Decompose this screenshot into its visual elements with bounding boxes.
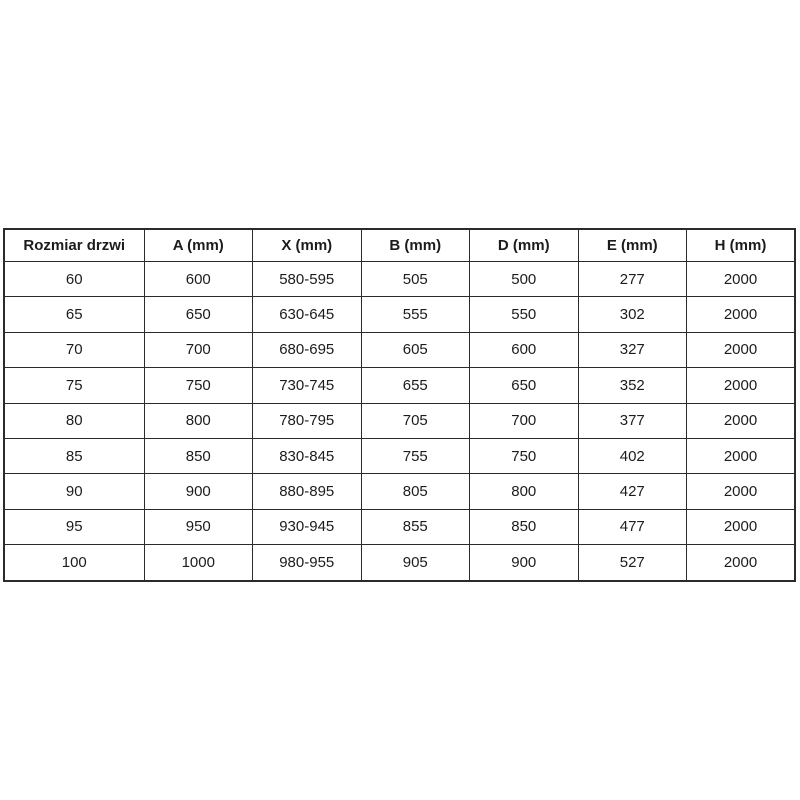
table-cell: 830-845 <box>252 437 362 475</box>
table-cell: 90 <box>3 473 145 510</box>
table-cell: 527 <box>577 544 687 582</box>
table-cell: 402 <box>577 437 687 475</box>
table-row: 80 800 780-795 705 700 377 2000 <box>3 402 796 439</box>
table-cell: 750 <box>143 367 253 404</box>
table-row: 60 600 580-595 505 500 277 2000 <box>3 260 796 298</box>
table-body: 60 600 580-595 505 500 277 2000 65 650 630-645 555… <box>3 260 796 582</box>
column-header-3: B (mm) <box>360 228 470 262</box>
table-cell: 427 <box>577 473 687 510</box>
table-cell: 2000 <box>686 473 796 510</box>
table-cell: 800 <box>469 473 579 510</box>
column-header-6: H (mm) <box>686 228 796 262</box>
table-cell: 655 <box>360 367 470 404</box>
table-cell: 277 <box>577 260 687 298</box>
table-cell: 880-895 <box>252 473 362 510</box>
table-cell: 605 <box>360 331 470 369</box>
table-cell: 80 <box>3 402 145 439</box>
table-cell: 302 <box>577 296 687 333</box>
table-cell: 600 <box>469 331 579 369</box>
table-cell: 850 <box>143 437 253 475</box>
table-cell: 900 <box>469 544 579 582</box>
table-cell: 580-595 <box>252 260 362 298</box>
table-cell: 630-645 <box>252 296 362 333</box>
table-row: 75 750 730-745 655 650 352 2000 <box>3 367 796 404</box>
table-header-row: Rozmiar drzwi A (mm) X (mm) B (mm) D (mm) E (… <box>3 228 796 262</box>
table-cell: 2000 <box>686 296 796 333</box>
table-cell: 500 <box>469 260 579 298</box>
table-cell: 950 <box>143 508 253 546</box>
table-cell: 100 <box>3 544 145 582</box>
table-cell: 550 <box>469 296 579 333</box>
table-cell: 780-795 <box>252 402 362 439</box>
column-header-2: X (mm) <box>252 228 362 262</box>
table-cell: 600 <box>143 260 253 298</box>
column-header-1: A (mm) <box>143 228 253 262</box>
table-header: Rozmiar drzwi A (mm) X (mm) B (mm) D (mm) E (… <box>3 228 796 262</box>
door-size-table: Rozmiar drzwi A (mm) X (mm) B (mm) D (mm) E (… <box>3 228 796 582</box>
table-cell: 980-955 <box>252 544 362 582</box>
table-cell: 905 <box>360 544 470 582</box>
table-row: 90 900 880-895 805 800 427 2000 <box>3 473 796 510</box>
table-cell: 930-945 <box>252 508 362 546</box>
table-cell: 70 <box>3 331 145 369</box>
table-row: 70 700 680-695 605 600 327 2000 <box>3 331 796 369</box>
table-cell: 555 <box>360 296 470 333</box>
table-cell: 700 <box>143 331 253 369</box>
table-cell: 95 <box>3 508 145 546</box>
table-cell: 2000 <box>686 367 796 404</box>
table-cell: 2000 <box>686 331 796 369</box>
table-cell: 505 <box>360 260 470 298</box>
table-cell: 755 <box>360 437 470 475</box>
column-header-4: D (mm) <box>469 228 579 262</box>
table-cell: 327 <box>577 331 687 369</box>
table-cell: 477 <box>577 508 687 546</box>
table-cell: 855 <box>360 508 470 546</box>
table-row: 65 650 630-645 555 550 302 2000 <box>3 296 796 333</box>
table-cell: 2000 <box>686 260 796 298</box>
table-cell: 2000 <box>686 508 796 546</box>
table-cell: 650 <box>469 367 579 404</box>
table-cell: 705 <box>360 402 470 439</box>
table-cell: 75 <box>3 367 145 404</box>
table-row: 100 1000 980-955 905 900 527 2000 <box>3 544 796 582</box>
table-cell: 650 <box>143 296 253 333</box>
table-cell: 700 <box>469 402 579 439</box>
table-cell: 730-745 <box>252 367 362 404</box>
table-cell: 377 <box>577 402 687 439</box>
table-cell: 2000 <box>686 437 796 475</box>
table-cell: 805 <box>360 473 470 510</box>
table-cell: 680-695 <box>252 331 362 369</box>
table-cell: 900 <box>143 473 253 510</box>
table-cell: 800 <box>143 402 253 439</box>
table-row: 85 850 830-845 755 750 402 2000 <box>3 437 796 475</box>
table-cell: 1000 <box>143 544 253 582</box>
table-cell: 2000 <box>686 544 796 582</box>
table-row: 95 950 930-945 855 850 477 2000 <box>3 508 796 546</box>
table-cell: 750 <box>469 437 579 475</box>
column-header-5: E (mm) <box>577 228 687 262</box>
table-cell: 65 <box>3 296 145 333</box>
table-cell: 85 <box>3 437 145 475</box>
table-cell: 352 <box>577 367 687 404</box>
table-cell: 60 <box>3 260 145 298</box>
column-header-0: Rozmiar drzwi <box>3 228 145 262</box>
table-cell: 2000 <box>686 402 796 439</box>
table-cell: 850 <box>469 508 579 546</box>
